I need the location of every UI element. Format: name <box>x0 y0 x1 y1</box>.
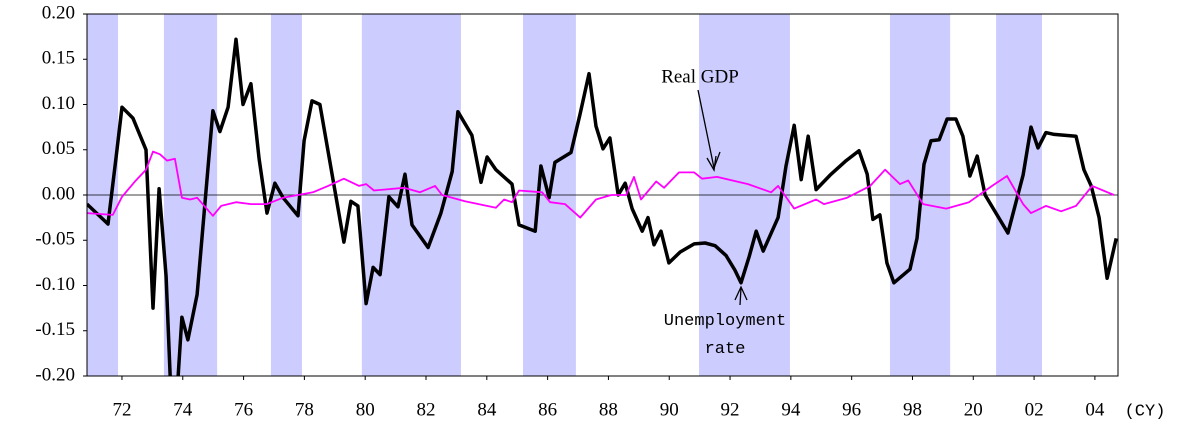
axis-layer: 0.20 0.15 0.10 0.05 0.00 -0.05 -0.10 -0.15 -0.20… <box>35 2 1118 420</box>
x-tick-label: 80 <box>356 399 375 420</box>
arrow-head <box>706 155 717 172</box>
y-tick-label: 0.15 <box>42 48 75 69</box>
arrow-head <box>734 285 748 301</box>
y-tick-label: 0.05 <box>42 138 75 159</box>
annotation-real-gdp: Real GDP <box>661 66 739 87</box>
x-tick-label: 90 <box>660 399 679 420</box>
x-tick-label: 88 <box>599 399 618 420</box>
y-tick-label: 0.00 <box>42 183 75 204</box>
x-tick-label: 20 <box>964 399 983 420</box>
x-tick-label: 78 <box>295 399 314 420</box>
annotation-unemployment: Unemployment rate <box>663 312 787 359</box>
annotation-arrow <box>697 89 715 169</box>
x-tick-label: 82 <box>417 399 436 420</box>
x-tick-label: 76 <box>234 399 253 420</box>
x-tick-label: 02 <box>1025 399 1044 420</box>
x-tick-label: 86 <box>538 399 557 420</box>
x-tick-label: 92 <box>721 399 740 420</box>
plot-frame <box>86 13 1119 377</box>
y-tick-label: -0.15 <box>35 319 75 340</box>
x-tick-label: 96 <box>842 399 861 420</box>
x-tick-label: 94 <box>781 399 801 420</box>
line-layer <box>87 37 1118 376</box>
series-line <box>87 150 1115 219</box>
y-tick-label: 0.20 <box>42 2 75 23</box>
y-tick-label: -0.05 <box>35 229 75 250</box>
x-tick-label: 72 <box>112 399 131 420</box>
x-tick-label: 74 <box>173 399 193 420</box>
x-tick-label: 04 <box>1085 399 1105 420</box>
y-tick-label: 0.10 <box>42 93 75 114</box>
x-tick-label: 84 <box>477 399 497 420</box>
annotation-arrow <box>739 287 742 306</box>
y-tick-label: -0.10 <box>35 274 75 295</box>
y-tick-label: -0.20 <box>35 364 75 385</box>
series-line <box>87 37 1118 376</box>
x-tick-label: 98 <box>903 399 922 420</box>
x-unit-label: (CY) <box>1125 402 1166 421</box>
